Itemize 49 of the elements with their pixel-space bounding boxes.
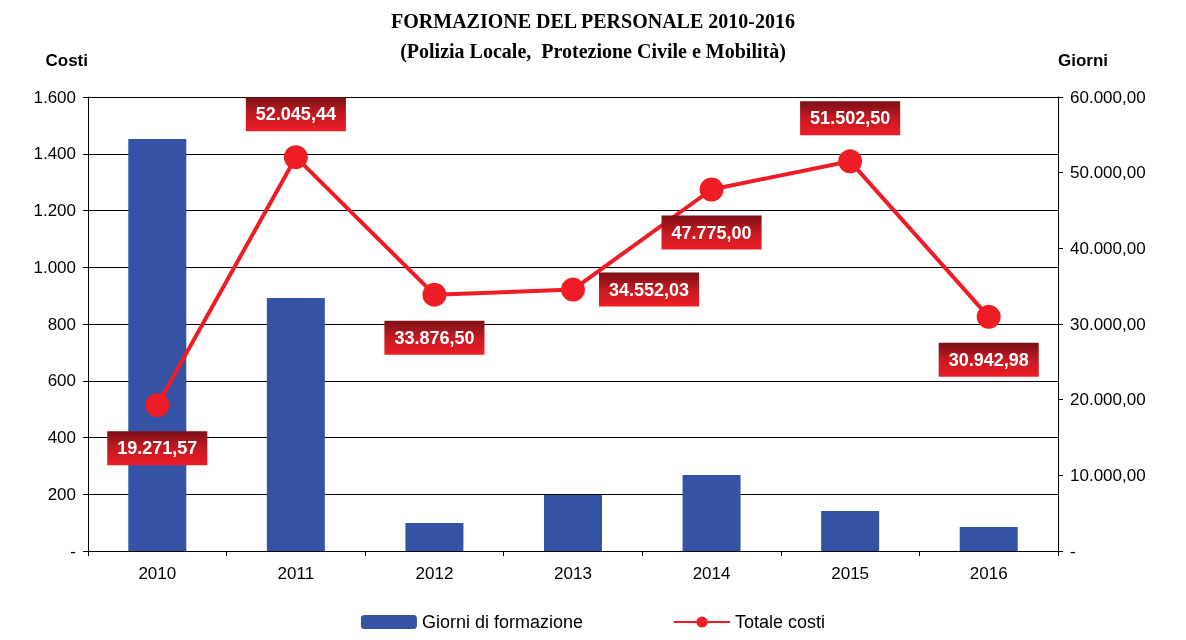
point	[699, 177, 724, 202]
legend-label: Totale costi	[735, 612, 826, 632]
y2-tick-label: 10.000,00	[1070, 465, 1146, 485]
data-label: 33.876,50	[394, 327, 475, 348]
y-axis-title: Costi	[45, 51, 88, 70]
x-tick-label: 2010	[138, 564, 177, 583]
y2-tick-label: 30.000,00	[1070, 314, 1146, 334]
point	[561, 277, 585, 302]
y-tick-label: 800	[47, 314, 76, 334]
y2-tick-label: 40.000,00	[1070, 238, 1146, 258]
x-tick-label: 2015	[831, 564, 870, 583]
y-tick-label: 1.400	[33, 144, 76, 164]
y2-tick-label: 60.000,00	[1070, 87, 1146, 107]
y2-tick-label: 20.000,00	[1070, 390, 1146, 410]
x-tick-label: 2014	[692, 564, 731, 583]
data-label: 52.045,44	[255, 104, 336, 125]
bar	[405, 522, 464, 551]
chart-subtitle: (Polizia Locale, Protezione Civile e Mobilità)	[400, 40, 786, 63]
point	[145, 393, 170, 418]
y-tick-label: 1.600	[33, 87, 76, 107]
bar	[959, 526, 1018, 551]
y-tick-label: 1.000	[33, 257, 76, 277]
chart-title: FORMAZIONE DEL PERSONALE 2010-2016	[391, 10, 795, 32]
data-label: 47.775,00	[671, 222, 752, 243]
y2-tick-label: -	[1070, 541, 1076, 561]
y-tick-label: 400	[47, 428, 76, 447]
y2-tick-label: 50.000,00	[1070, 163, 1146, 183]
point	[976, 304, 1001, 329]
data-label: 30.942,98	[948, 349, 1029, 370]
y-tick-label: 600	[47, 371, 76, 391]
y-tick-label: 200	[47, 484, 76, 504]
bar	[266, 297, 325, 551]
data-label: 51.502,50	[810, 108, 891, 129]
point	[422, 282, 447, 307]
x-tick-label: 2016	[969, 564, 1008, 583]
bar	[682, 474, 741, 551]
point	[838, 149, 863, 174]
point	[283, 145, 308, 170]
x-tick-label: 2012	[415, 564, 454, 583]
legend-label: Giorni di formazione	[421, 612, 584, 632]
y2-axis-title: Giorni	[1058, 51, 1109, 70]
bar	[544, 495, 602, 551]
bar	[821, 510, 880, 551]
y-tick-label: 1.200	[33, 201, 76, 220]
x-tick-label: 2013	[554, 564, 592, 583]
y-tick-label: -	[70, 541, 76, 561]
x-tick-label: 2011	[277, 564, 315, 583]
data-label: 19.271,57	[117, 438, 198, 459]
data-label: 34.552,03	[609, 279, 690, 300]
